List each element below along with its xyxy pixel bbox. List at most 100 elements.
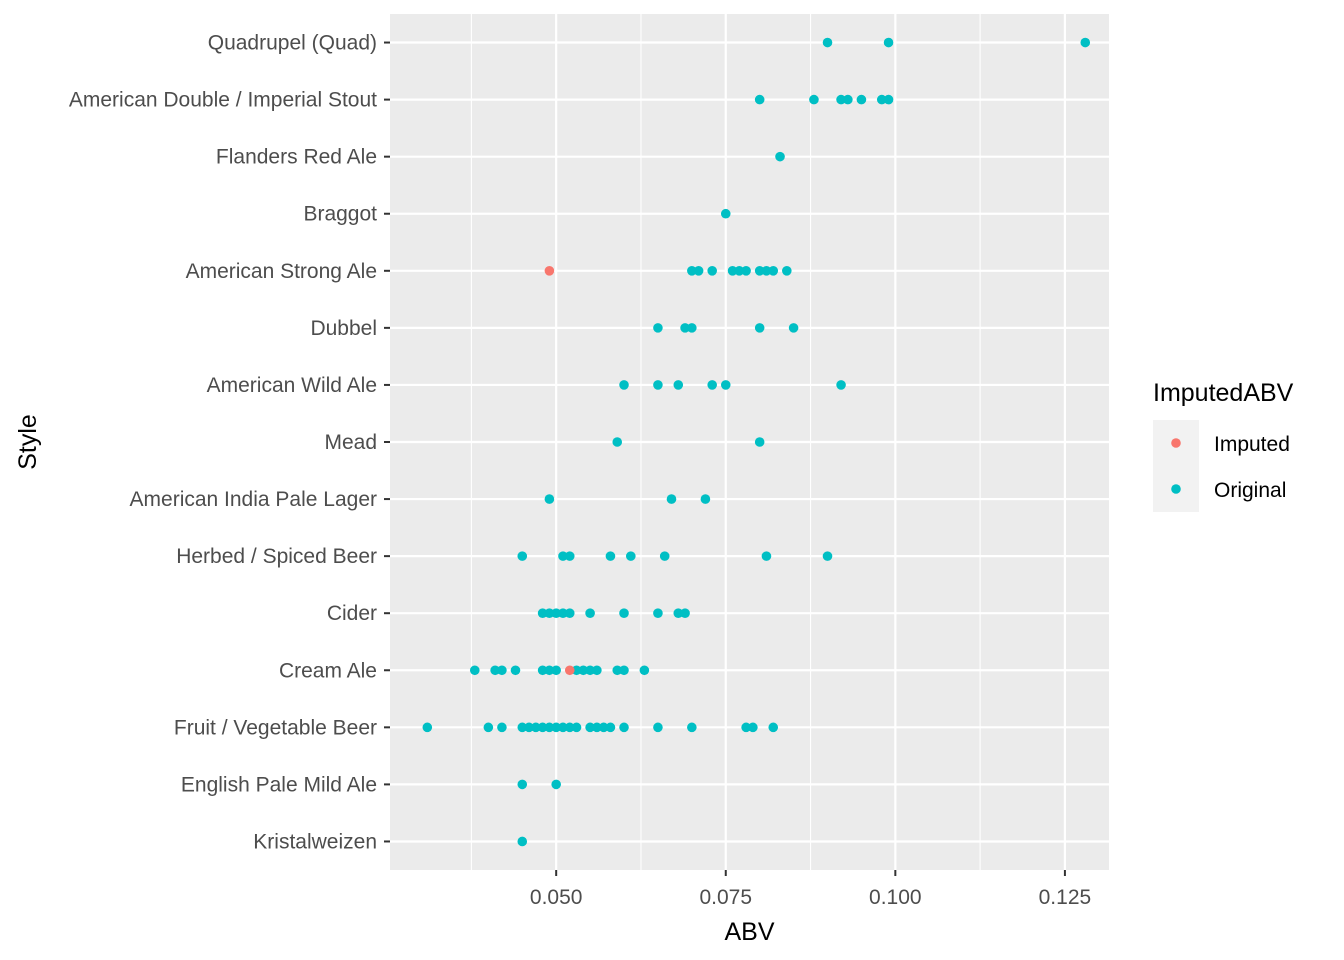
point-original bbox=[598, 722, 609, 733]
point-original bbox=[469, 665, 480, 676]
point-original bbox=[551, 608, 561, 618]
point-original bbox=[517, 722, 528, 733]
point-original bbox=[883, 94, 894, 105]
point-original bbox=[551, 779, 561, 790]
point-original bbox=[822, 551, 833, 561]
y-axis-title: Style bbox=[14, 414, 42, 470]
point-original bbox=[687, 266, 697, 276]
point-original bbox=[558, 551, 568, 561]
point-original bbox=[883, 37, 894, 48]
point-original bbox=[754, 323, 765, 333]
data-points bbox=[422, 37, 1091, 847]
point-original bbox=[612, 437, 623, 447]
point-original bbox=[707, 380, 717, 390]
point-original bbox=[564, 722, 575, 733]
point-original bbox=[605, 551, 616, 561]
point-original bbox=[619, 608, 629, 618]
point-original bbox=[720, 208, 731, 219]
point-original bbox=[741, 266, 751, 276]
point-original bbox=[720, 380, 731, 390]
point-original bbox=[680, 608, 690, 618]
point-original bbox=[754, 266, 765, 276]
point-original bbox=[748, 722, 758, 733]
point-original bbox=[592, 665, 602, 676]
point-original bbox=[537, 608, 548, 618]
point-original bbox=[856, 94, 867, 105]
point-original bbox=[497, 722, 507, 733]
point-original bbox=[537, 722, 548, 733]
point-original bbox=[693, 266, 704, 276]
point-original bbox=[761, 551, 772, 561]
point-original bbox=[490, 665, 500, 676]
y-category-label: American India Pale Lager bbox=[130, 488, 377, 511]
point-original bbox=[571, 665, 582, 676]
x-axis-ticks: 0.050 0.075 0.100 0.125 bbox=[530, 870, 1091, 909]
point-original bbox=[619, 722, 629, 733]
point-imputed bbox=[544, 266, 555, 276]
point-original bbox=[483, 722, 494, 733]
point-original bbox=[754, 94, 765, 105]
point-original bbox=[517, 836, 528, 847]
point-original bbox=[551, 665, 561, 676]
point-original bbox=[761, 266, 772, 276]
x-tick-label: 0.125 bbox=[1039, 886, 1092, 909]
y-category-label: American Strong Ale bbox=[186, 260, 377, 283]
x-tick-label: 0.075 bbox=[699, 886, 752, 909]
legend: ImputedABV Imputed Original bbox=[1153, 379, 1294, 512]
point-original bbox=[687, 323, 697, 333]
point-original bbox=[544, 665, 555, 676]
point-original bbox=[673, 380, 684, 390]
point-original bbox=[524, 722, 534, 733]
point-original bbox=[707, 266, 717, 276]
point-original bbox=[843, 94, 853, 105]
point-original bbox=[592, 722, 602, 733]
point-original bbox=[754, 437, 765, 447]
point-original bbox=[564, 551, 575, 561]
y-axis-ticks: Kristalweizen English Pale Mild Ale Fruit … bbox=[69, 32, 390, 853]
point-original bbox=[680, 323, 690, 333]
y-category-label: Herbed / Spiced Beer bbox=[176, 545, 377, 568]
x-tick-label: 0.050 bbox=[530, 886, 583, 909]
legend-title: ImputedABV bbox=[1153, 379, 1294, 407]
point-original bbox=[531, 722, 541, 733]
point-original bbox=[497, 665, 507, 676]
x-axis-title: ABV bbox=[724, 918, 774, 946]
point-original bbox=[727, 266, 738, 276]
point-original bbox=[836, 94, 846, 105]
point-original bbox=[578, 665, 589, 676]
point-original bbox=[775, 151, 785, 162]
point-original bbox=[788, 323, 799, 333]
y-category-label: Flanders Red Ale bbox=[216, 146, 377, 169]
point-original bbox=[1080, 37, 1091, 48]
point-original bbox=[666, 494, 677, 504]
point-original bbox=[653, 323, 663, 333]
legend-label: Imputed bbox=[1214, 433, 1290, 456]
point-original bbox=[653, 380, 663, 390]
point-original bbox=[687, 722, 697, 733]
point-original bbox=[517, 551, 528, 561]
x-tick-label: 0.100 bbox=[869, 886, 922, 909]
legend-keys: Imputed Original bbox=[1153, 420, 1290, 512]
y-category-label: Kristalweizen bbox=[253, 830, 377, 853]
point-original bbox=[585, 665, 595, 676]
y-category-label: English Pale Mild Ale bbox=[181, 773, 377, 796]
point-original bbox=[822, 37, 833, 48]
legend-key-original bbox=[1171, 484, 1181, 494]
point-original bbox=[768, 266, 779, 276]
point-original bbox=[612, 665, 623, 676]
point-original bbox=[585, 608, 595, 618]
point-original bbox=[619, 665, 629, 676]
point-original bbox=[639, 665, 650, 676]
y-category-label: Cider bbox=[327, 602, 377, 625]
point-original bbox=[619, 380, 629, 390]
point-original bbox=[673, 608, 684, 618]
point-original bbox=[734, 266, 745, 276]
point-original bbox=[551, 722, 561, 733]
y-category-label: Quadrupel (Quad) bbox=[208, 32, 377, 55]
point-original bbox=[571, 722, 582, 733]
point-original bbox=[544, 722, 555, 733]
point-original bbox=[782, 266, 792, 276]
y-category-label: Braggot bbox=[303, 203, 377, 226]
point-original bbox=[564, 608, 575, 618]
